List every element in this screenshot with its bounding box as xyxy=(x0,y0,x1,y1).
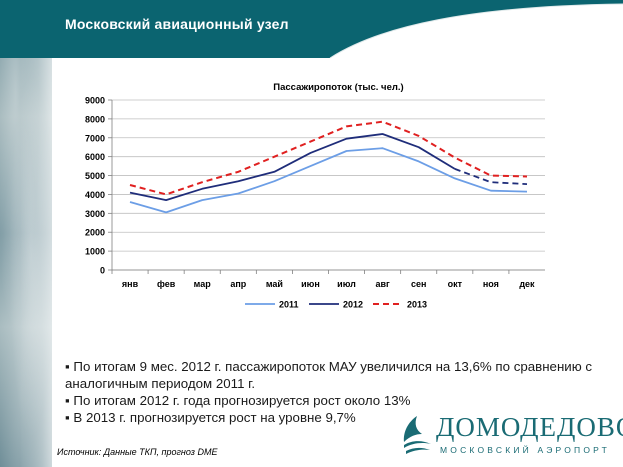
bullet-item: ▪ По итогам 9 мес. 2012 г. пассажиропото… xyxy=(65,358,610,392)
bullet-text: По итогам 9 мес. 2012 г. пассажиропоток … xyxy=(65,359,593,391)
line-chart: Пассажиропоток (тыс. чел.) 0 1000 2000 3000 4… xyxy=(85,82,545,310)
bullet-item: ▪ По итогам 2012 г. года прогнозируется … xyxy=(65,392,610,409)
bullet-text: В 2013 г. прогнозируется рост на уровне … xyxy=(73,410,356,425)
x-tick-label: авг xyxy=(375,279,390,289)
logo-subtitle: МОСКОВСКИЙ АЭРОПОРТ xyxy=(440,445,611,455)
page-title: Московский авиационный узел xyxy=(65,16,289,32)
y-tick-label: 7000 xyxy=(85,133,105,143)
domodedovo-logo: ДОМОДЕДОВО МОСКОВСКИЙ АЭРОПОРТ xyxy=(400,412,623,462)
x-tick-label: янв xyxy=(122,279,139,289)
legend-label-2012: 2012 xyxy=(343,300,363,310)
bullet-item: ▪ В 2013 г. прогнозируется рост на уровн… xyxy=(65,409,610,426)
series-line-2013 xyxy=(129,120,528,196)
sky-fade xyxy=(20,0,80,467)
series-line-2012 xyxy=(129,133,456,201)
x-tick-label: дек xyxy=(519,279,535,289)
x-tick-label: фев xyxy=(157,279,176,289)
x-tick-label: ноя xyxy=(483,279,499,289)
domodedovo-emblem-icon xyxy=(403,416,431,454)
x-tick-label: мар xyxy=(194,279,212,289)
x-tick-label: апр xyxy=(230,279,246,289)
chart-title: Пассажиропоток (тыс. чел.) xyxy=(273,82,403,93)
bullet-marker: ▪ xyxy=(65,410,70,425)
x-tick-label: июн xyxy=(301,279,320,289)
x-tick-label: окт xyxy=(448,279,463,289)
chart-grid xyxy=(112,99,545,271)
bullet-list: ▪ По итогам 9 мес. 2012 г. пассажиропото… xyxy=(65,358,610,426)
y-tick-label: 4000 xyxy=(85,190,105,200)
chart-series xyxy=(129,120,528,214)
y-tick-label: 9000 xyxy=(85,96,105,106)
chart-axes xyxy=(108,99,545,274)
y-tick-label: 0 xyxy=(100,266,105,276)
source-note: Источник: Данные ТКП, прогноз DME xyxy=(57,447,218,457)
bullet-marker: ▪ xyxy=(65,359,70,374)
chart-labels: Пассажиропоток (тыс. чел.) 0 1000 2000 3000 4… xyxy=(85,82,535,289)
y-tick-label: 2000 xyxy=(85,228,105,238)
title-banner xyxy=(0,0,623,59)
x-tick-label: сен xyxy=(411,279,426,289)
chart-legend: 2011 2012 2013 xyxy=(245,300,427,310)
legend-label-2013: 2013 xyxy=(407,300,427,310)
y-tick-label: 6000 xyxy=(85,152,105,162)
bullet-marker: ▪ xyxy=(65,393,70,408)
legend-label-2011: 2011 xyxy=(279,300,299,310)
logo-name: ДОМОДЕДОВО xyxy=(436,412,623,442)
x-tick-label: май xyxy=(266,279,283,289)
y-tick-label: 5000 xyxy=(85,171,105,181)
series-line-2012-forecast xyxy=(454,168,528,185)
y-tick-label: 3000 xyxy=(85,209,105,219)
bullet-text: По итогам 2012 г. года прогнозируется ро… xyxy=(73,393,411,408)
series-line-2011 xyxy=(129,147,528,214)
y-tick-label: 8000 xyxy=(85,114,105,124)
banner-edge xyxy=(329,3,623,59)
x-tick-label: июл xyxy=(337,279,356,289)
y-tick-label: 1000 xyxy=(85,247,105,257)
